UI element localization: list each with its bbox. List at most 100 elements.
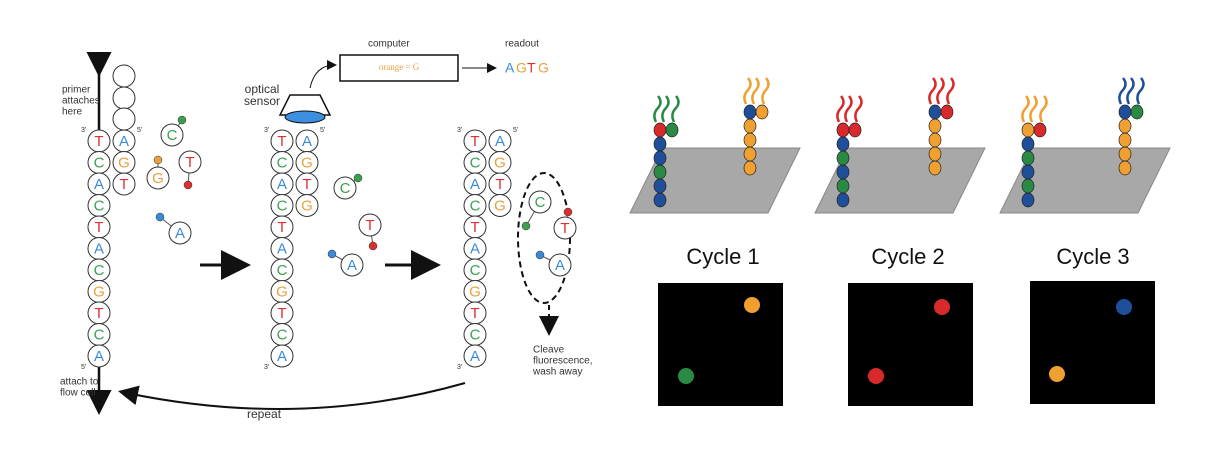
sensor-arrow — [309, 60, 337, 89]
nucleotide-letter: T — [277, 305, 286, 322]
dye — [327, 249, 337, 259]
nucleotide-circle — [548, 253, 572, 277]
nucleotide-letter: A — [94, 240, 104, 257]
bead — [1118, 104, 1132, 120]
nucleotide-circle — [112, 172, 136, 196]
tail — [1118, 77, 1127, 105]
bead — [1021, 178, 1035, 194]
empty-circle — [112, 86, 136, 110]
nucleotide-letter: C — [470, 197, 481, 214]
nucleotide-letter: T — [94, 305, 103, 322]
bead — [1033, 122, 1047, 138]
bead — [1021, 136, 1035, 152]
nucleotide-letter: G — [469, 283, 481, 300]
bead — [1130, 104, 1144, 120]
bead — [836, 122, 850, 138]
bead — [1021, 164, 1035, 180]
nucleotide-letter: A — [470, 240, 480, 257]
nucleotide-letter: G — [301, 154, 313, 171]
nucleotide-letter: G — [276, 283, 288, 300]
bead — [1118, 132, 1132, 148]
cleave-label: wash away — [532, 367, 582, 378]
bead — [653, 150, 667, 166]
bead — [836, 164, 850, 180]
bead — [1118, 160, 1132, 176]
end-label: 5' — [81, 364, 86, 371]
bead — [1118, 118, 1132, 134]
bead — [653, 136, 667, 152]
nucleotide-letter: A — [302, 133, 312, 150]
nucleotide-letter: T — [365, 217, 374, 234]
nucleotide-circle — [295, 194, 319, 217]
nucleotide-letter: C — [277, 262, 288, 279]
dye — [177, 115, 187, 125]
nucleotide-letter: C — [277, 326, 288, 343]
tail — [936, 77, 945, 105]
sensor-label: sensor — [244, 94, 280, 108]
tail — [844, 95, 853, 123]
computer-text: orange = G — [379, 62, 420, 72]
dye — [155, 212, 165, 222]
dye — [521, 221, 531, 231]
nucleotide-letter: T — [119, 176, 128, 193]
platform — [629, 147, 801, 214]
nucleotide-letter: T — [560, 220, 569, 237]
repeat-arrow — [118, 382, 466, 410]
nucleotide-letter: C — [470, 326, 481, 343]
cleave-label: Cleave — [533, 345, 565, 356]
end-label: 3' — [264, 364, 269, 371]
end-label: 3' — [81, 127, 86, 134]
signal-dot — [934, 299, 950, 315]
bead — [653, 164, 667, 180]
nucleotide-letter: A — [175, 225, 185, 242]
nucleotide-circle — [146, 166, 170, 190]
end-label: 5' — [137, 127, 142, 134]
dye — [563, 207, 573, 217]
nucleotide-circle — [528, 190, 552, 214]
nucleotide-circle — [358, 213, 382, 237]
tail — [928, 77, 937, 105]
nucleotide-circle — [488, 194, 512, 217]
nucleotide-letter: A — [347, 257, 357, 274]
nucleotide-letter: A — [495, 133, 505, 150]
bead — [743, 160, 757, 176]
nucleotide-letter: C — [470, 262, 481, 279]
bead — [653, 122, 667, 138]
bead — [653, 192, 667, 208]
signal-dot — [1049, 366, 1065, 382]
bead — [928, 118, 942, 134]
primer-label: primer — [62, 85, 91, 96]
bead — [743, 132, 757, 148]
readout-letter: G — [516, 60, 527, 76]
computer-label: computer — [368, 39, 410, 50]
cycle-label: Cycle 1 — [686, 244, 759, 269]
sensor-label: optical — [245, 82, 280, 96]
cycle-label: Cycle 2 — [871, 244, 944, 269]
nucleotide-letter: A — [277, 176, 287, 193]
tail — [946, 77, 955, 105]
nucleotide-letter: C — [94, 262, 105, 279]
dye — [183, 180, 193, 190]
readout-letter: A — [505, 60, 515, 76]
nucleotide-letter: G — [494, 197, 506, 214]
bead — [1021, 122, 1035, 138]
readout-letter: T — [527, 60, 536, 76]
bead — [665, 122, 679, 138]
tail — [743, 77, 752, 105]
tail — [661, 95, 670, 123]
readout-label: readout — [505, 39, 539, 50]
nucleotide-letter: C — [535, 194, 546, 211]
empty-circle — [112, 64, 136, 88]
nucleotide-letter: C — [470, 154, 481, 171]
dye — [353, 173, 363, 183]
dye — [535, 250, 545, 260]
nucleotide-circle — [160, 123, 184, 147]
nucleotide-letter: G — [494, 154, 506, 171]
nucleotide-letter: C — [277, 154, 288, 171]
nucleotide-letter: G — [301, 197, 313, 214]
nucleotide-letter: C — [167, 127, 178, 144]
nucleotide-letter: G — [118, 154, 130, 171]
nucleotide-letter: T — [470, 133, 479, 150]
tail — [836, 95, 845, 123]
